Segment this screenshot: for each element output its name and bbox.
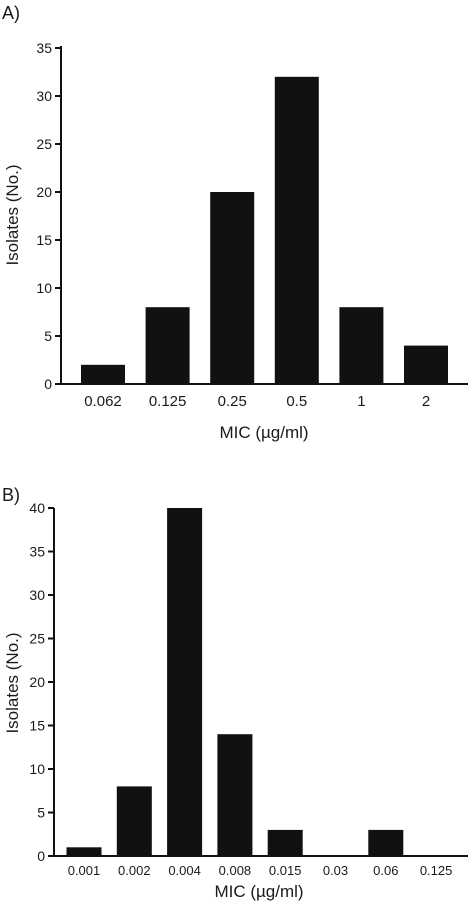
panel-a-y-tick-label: 5 — [44, 328, 52, 344]
panel-b-y-tick-label: 0 — [37, 848, 45, 864]
panel-b-y-tick-label: 30 — [29, 587, 45, 603]
panel-a-x-tick-labels: 0.062 0.125 0.25 0.5 1 2 — [84, 393, 430, 410]
panel-b-x-tick-label: 0.125 — [420, 863, 453, 878]
panel-b-bar — [217, 734, 253, 856]
panel-a-y-tick-label: 25 — [36, 136, 52, 152]
panel-a-bars — [81, 76, 448, 385]
panel-a-y-tick-label: 35 — [36, 40, 52, 56]
panel-b-x-tick-labels: 0.001 0.002 0.004 0.008 0.015 0.03 0.06 0.125 — [68, 863, 453, 878]
panel-b-x-tick-label: 0.03 — [323, 863, 348, 878]
panel-a-bar — [81, 364, 125, 384]
panel-a-y-ticks: 0 5 10 15 20 25 30 35 — [36, 40, 61, 392]
panel-b-y-tick-label: 15 — [29, 718, 45, 734]
panel-b-y-tick-label: 10 — [29, 761, 45, 777]
panel-b-bar — [66, 847, 102, 856]
panel-b-label: B) — [2, 485, 20, 505]
panel-a-x-tick-label: 1 — [357, 393, 365, 410]
panel-b-y-tick-label: 40 — [29, 500, 45, 516]
panel-a-bar — [210, 192, 255, 384]
panel-b-y-tick-label: 20 — [29, 674, 45, 690]
panel-a-x-axis-label: MIC (µg/ml) — [219, 423, 308, 442]
panel-a-bar — [274, 76, 319, 385]
panel-a-x-tick-label: 0.062 — [84, 393, 122, 410]
panel-a-y-tick-label: 30 — [36, 88, 52, 104]
panel-b-y-axis-label: Isolates (No.) — [3, 632, 22, 733]
panel-b-x-tick-label: 0.015 — [269, 863, 302, 878]
panel-b-bar — [167, 508, 203, 856]
panel-a-y-tick-label: 15 — [36, 232, 52, 248]
panel-a-y-tick-label: 20 — [36, 184, 52, 200]
panel-a-bar — [404, 345, 448, 384]
panel-a-bar — [145, 307, 190, 384]
panel-b-x-tick-label: 0.002 — [118, 863, 151, 878]
panel-b-x-tick-label: 0.001 — [68, 863, 101, 878]
panel-b-bar — [368, 829, 404, 856]
panel-a-y-tick-label: 0 — [44, 376, 52, 392]
panel-b: B) Isolates (No.) MIC (µg/ml) 0 5 10 15 20 25… — [2, 485, 468, 901]
panel-b-y-tick-label: 5 — [37, 805, 45, 821]
panel-a-bar — [339, 307, 384, 384]
panel-b-bar — [267, 829, 303, 856]
panel-a-x-tick-label: 0.5 — [286, 393, 307, 410]
panel-a: A) Isolates (No.) MIC (µg/ml) 0 5 10 15 20 25… — [2, 3, 468, 442]
panel-b-y-tick-label: 35 — [29, 544, 45, 560]
panel-b-x-tick-label: 0.008 — [219, 863, 252, 878]
panel-a-label: A) — [2, 3, 20, 23]
panel-b-bar — [116, 786, 152, 856]
panel-b-x-tick-label: 0.004 — [168, 863, 201, 878]
panel-a-x-tick-label: 0.25 — [218, 393, 247, 410]
panel-b-y-tick-label: 25 — [29, 631, 45, 647]
panel-a-y-tick-label: 10 — [36, 280, 52, 296]
panel-a-x-tick-label: 2 — [422, 393, 430, 410]
panel-a-y-axis-label: Isolates (No.) — [3, 164, 22, 265]
panel-a-x-tick-label: 0.125 — [149, 393, 187, 410]
panel-b-x-axis-label: MIC (µg/ml) — [214, 882, 303, 901]
panel-b-y-ticks: 0 5 10 15 20 25 30 35 40 — [29, 500, 54, 864]
panel-b-x-tick-label: 0.06 — [373, 863, 398, 878]
panel-b-bars — [66, 508, 404, 856]
